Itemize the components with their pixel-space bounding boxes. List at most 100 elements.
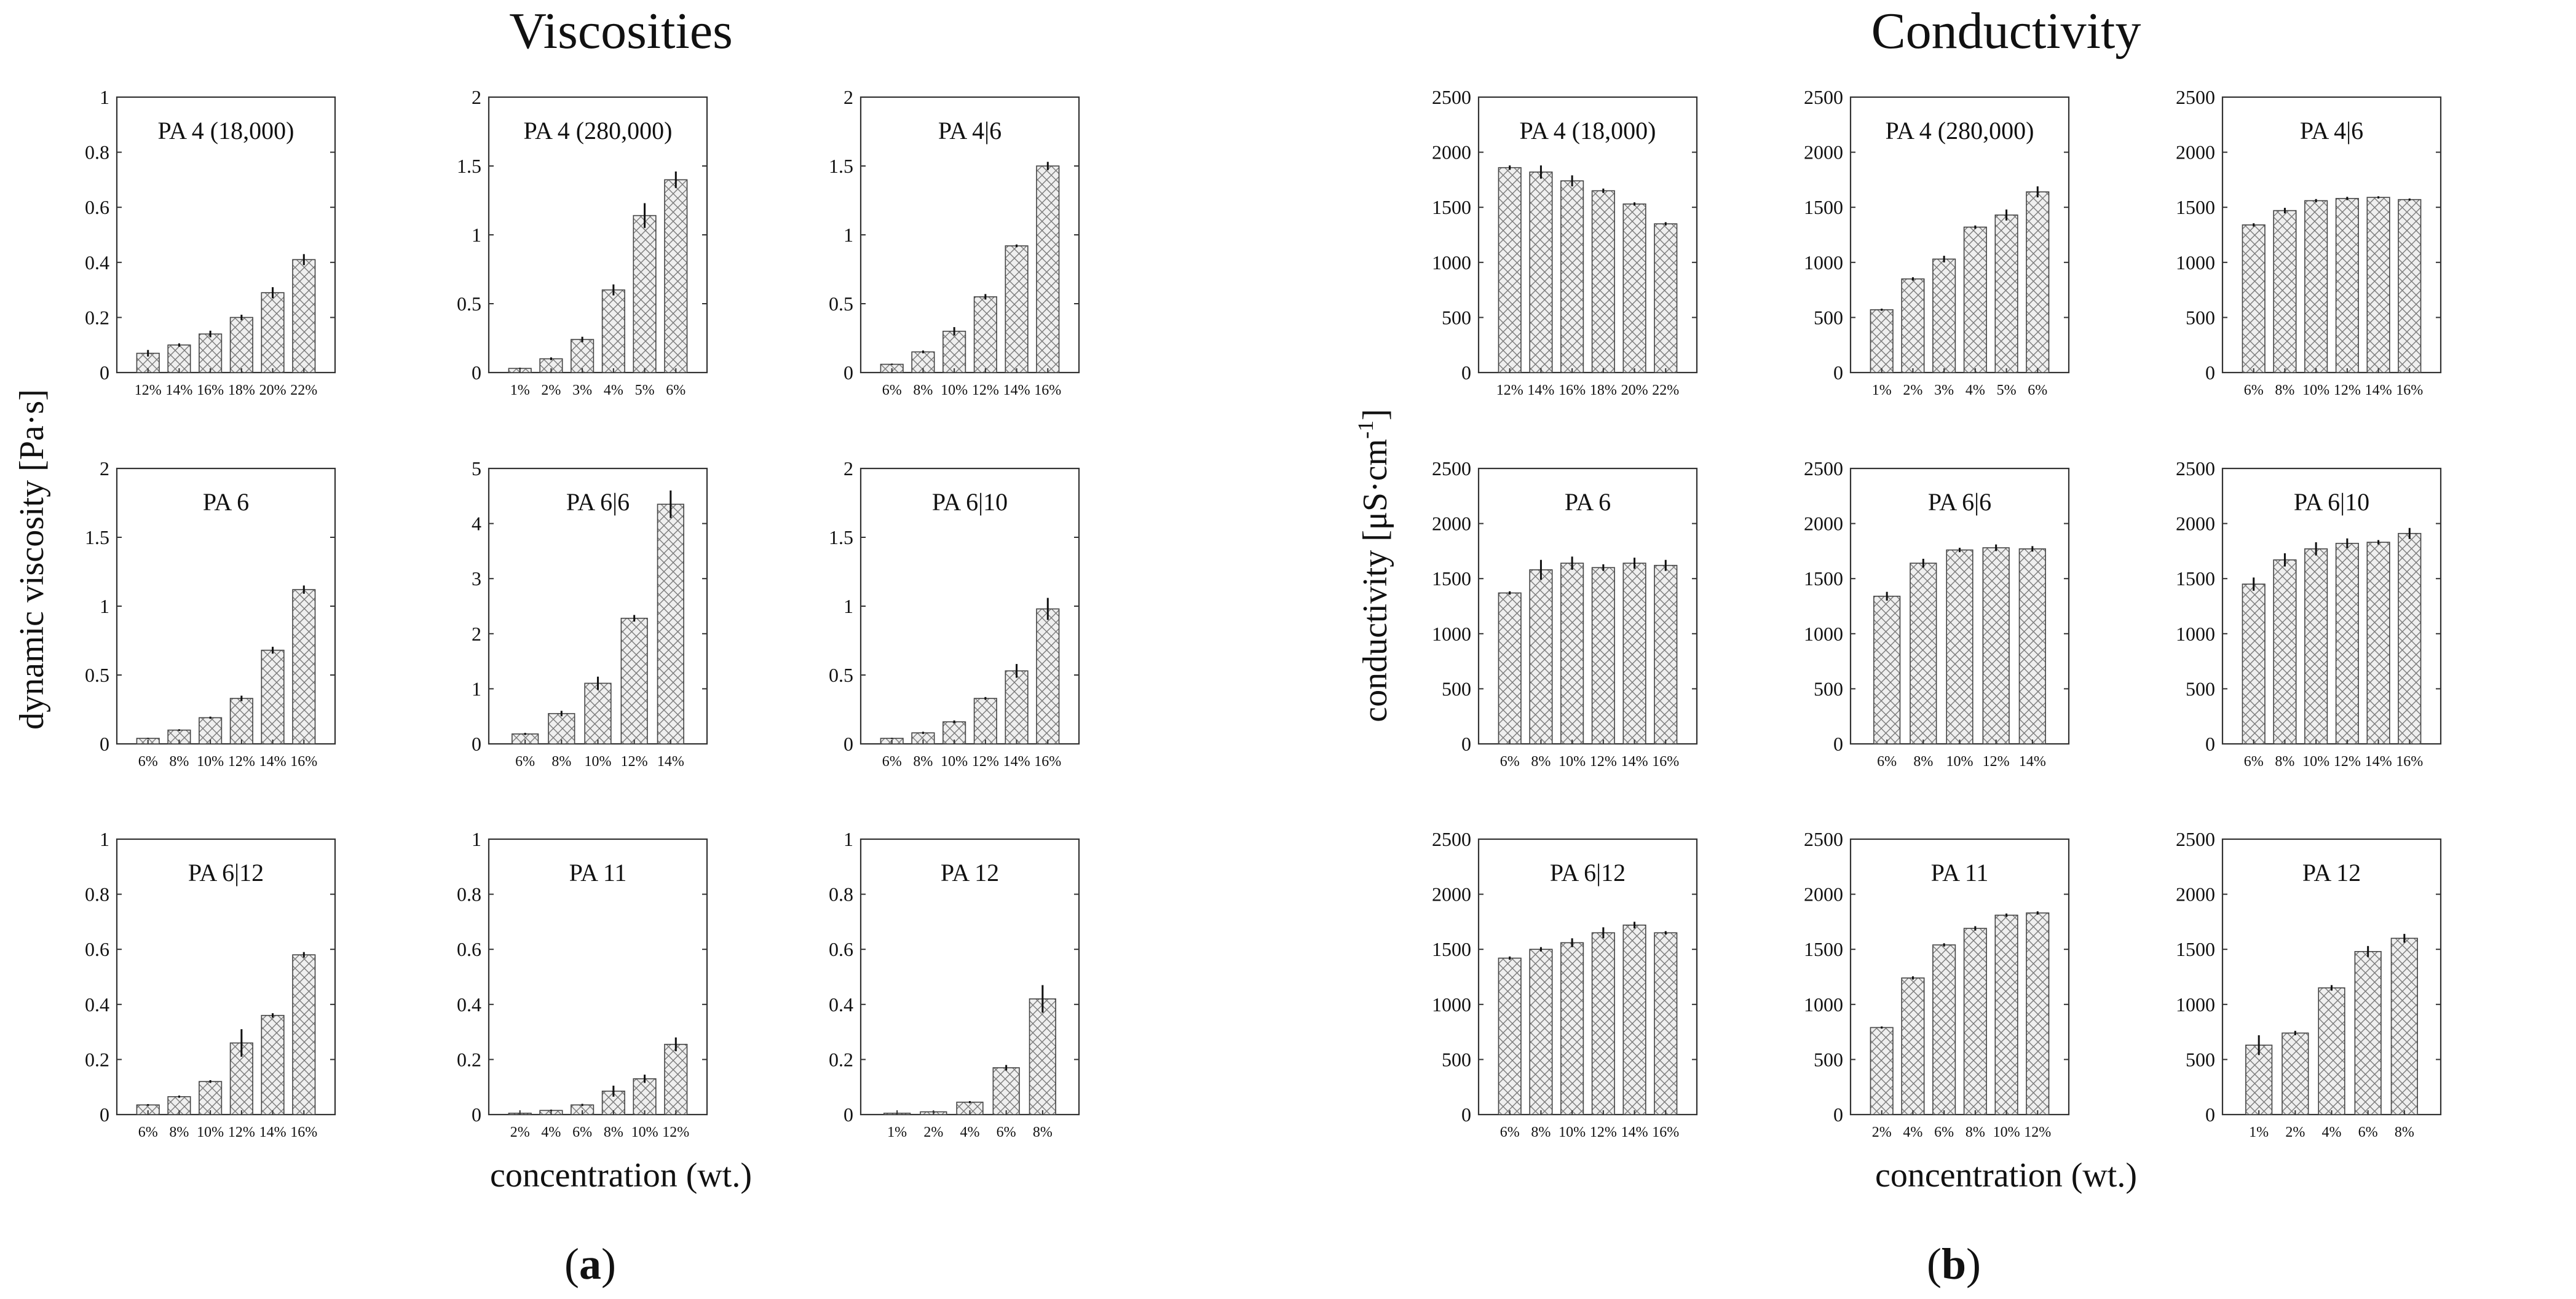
bar bbox=[664, 179, 688, 373]
x-tick-label: 1% bbox=[1872, 382, 1892, 398]
y-tick-label: 0.4 bbox=[85, 993, 109, 1016]
x-tick-label: 10% bbox=[1993, 1124, 2020, 1140]
panel-a-label-open: ( bbox=[564, 1239, 579, 1289]
x-tick-label: 5% bbox=[1997, 382, 2017, 398]
x-tick-label: 14% bbox=[2365, 382, 2392, 398]
y-tick-label: 1500 bbox=[1432, 938, 1471, 960]
subplot-title: PA 6|10 bbox=[932, 488, 1008, 516]
y-tick-label: 0 bbox=[2205, 733, 2215, 755]
y-tick-label: 2 bbox=[472, 86, 481, 108]
bar bbox=[1963, 226, 1987, 373]
y-tick-label: 500 bbox=[1814, 1048, 1843, 1070]
x-tick-label: 2% bbox=[1903, 382, 1922, 398]
bar bbox=[2026, 191, 2050, 373]
x-tick-label: 10% bbox=[197, 754, 224, 770]
bar bbox=[2242, 583, 2266, 744]
bar bbox=[292, 259, 316, 373]
y-tick-label: 2000 bbox=[1432, 513, 1471, 535]
x-tick-label: 4% bbox=[1903, 1124, 1922, 1140]
bar bbox=[1963, 928, 1987, 1115]
x-tick-label: 12% bbox=[1590, 754, 1617, 770]
bar bbox=[1036, 608, 1060, 744]
bar bbox=[1994, 214, 2018, 373]
bar bbox=[1560, 180, 1584, 373]
panel-b-xlabel: concentration (wt.) bbox=[1875, 1156, 2137, 1194]
subplot-title: PA 6 bbox=[1565, 488, 1611, 516]
subplot-title: PA 6|6 bbox=[1928, 488, 1991, 516]
x-tick-label: 2% bbox=[510, 1124, 530, 1140]
x-tick-label: 22% bbox=[1652, 382, 1679, 398]
panel-b-label-letter: b bbox=[1942, 1239, 1966, 1289]
y-tick-label: 2500 bbox=[1804, 457, 1843, 480]
bar bbox=[199, 333, 223, 373]
y-tick-label: 0.2 bbox=[829, 1048, 853, 1070]
x-tick-label: 5% bbox=[635, 382, 655, 398]
subplot-a-6: 0 0.5 1 1.5 2 PA 6|10 6% 8% 10% 12% 14% 16% bbox=[829, 457, 1080, 770]
y-tick-label: 0.2 bbox=[85, 1048, 109, 1070]
y-tick-label: 500 bbox=[2186, 677, 2215, 700]
y-tick-label: 1.5 bbox=[85, 526, 109, 548]
x-tick-label: 4% bbox=[2322, 1124, 2342, 1140]
x-tick-label: 20% bbox=[259, 382, 286, 398]
x-tick-label: 4% bbox=[960, 1124, 980, 1140]
subplot-b-5: 0 500 1000 1500 2000 2500 PA 6|6 6% 8% 10% 12% 14% bbox=[1804, 457, 2070, 770]
y-tick-label: 0.6 bbox=[85, 196, 109, 218]
y-tick-label: 1 bbox=[472, 677, 481, 700]
bar bbox=[261, 292, 285, 373]
y-tick-label: 0 bbox=[2205, 1104, 2215, 1126]
bar bbox=[167, 344, 191, 373]
x-tick-label: 8% bbox=[1531, 1124, 1551, 1140]
y-tick-label: 1 bbox=[472, 828, 481, 850]
x-tick-label: 6% bbox=[1934, 1124, 1954, 1140]
y-tick-label: 2000 bbox=[1804, 513, 1843, 535]
subplot-a-3: 0 0.5 1 1.5 2 PA 4|6 6% 8% 10% 12% 14% 16% bbox=[829, 86, 1080, 398]
y-tick-label: 0 bbox=[100, 733, 109, 755]
y-tick-label: 0 bbox=[100, 361, 109, 384]
y-tick-label: 1000 bbox=[1804, 993, 1843, 1016]
x-tick-label: 10% bbox=[631, 1124, 658, 1140]
bar bbox=[1529, 569, 1553, 744]
y-tick-label: 500 bbox=[1814, 677, 1843, 700]
bar bbox=[2273, 210, 2297, 373]
y-tick-label: 2 bbox=[844, 457, 853, 480]
y-tick-label: 0.2 bbox=[85, 306, 109, 328]
bar bbox=[1529, 949, 1553, 1115]
y-tick-label: 1000 bbox=[1804, 623, 1843, 645]
y-tick-label: 2000 bbox=[1432, 883, 1471, 906]
x-tick-label: 6% bbox=[882, 754, 902, 770]
y-tick-label: 0 bbox=[1461, 1104, 1471, 1126]
x-tick-label: 14% bbox=[165, 382, 192, 398]
y-tick-label: 1.5 bbox=[457, 155, 481, 177]
y-tick-label: 1000 bbox=[1432, 993, 1471, 1016]
bar bbox=[942, 330, 966, 373]
y-tick-label: 0.4 bbox=[85, 251, 109, 274]
subplot-b-8: 0 500 1000 1500 2000 2500 PA 11 2% 4% 6% 8% 10% 12% bbox=[1804, 828, 2070, 1140]
panel-b-ylabel-main: conductivity [μS·cm bbox=[1356, 439, 1394, 722]
bar bbox=[2354, 950, 2382, 1115]
x-tick-label: 6% bbox=[1500, 754, 1520, 770]
y-tick-label: 0 bbox=[472, 361, 481, 384]
x-tick-label: 16% bbox=[1559, 382, 1586, 398]
bar bbox=[2026, 912, 2050, 1115]
y-tick-label: 2500 bbox=[1804, 86, 1843, 108]
bar bbox=[2273, 559, 2297, 744]
panel-a-label-close: ) bbox=[601, 1239, 616, 1289]
x-tick-label: 6% bbox=[515, 754, 535, 770]
x-tick-label: 14% bbox=[1621, 1124, 1648, 1140]
y-tick-label: 1000 bbox=[1804, 251, 1843, 274]
x-tick-label: 2% bbox=[1872, 1124, 1892, 1140]
subplot-title: PA 6 bbox=[203, 488, 249, 516]
subplot-a-4: 0 0.5 1 1.5 2 PA 6 6% 8% 10% 12% 14% 16% bbox=[85, 457, 336, 770]
y-tick-label: 1 bbox=[100, 828, 109, 850]
x-tick-label: 14% bbox=[2365, 754, 2392, 770]
x-tick-label: 10% bbox=[1559, 1124, 1586, 1140]
y-tick-label: 0.8 bbox=[457, 883, 481, 906]
subplot-a-5: 0 1 2 3 4 5 PA 6|6 6% 8% 10% 12% 14% bbox=[472, 457, 708, 770]
panel-b-label-close: ) bbox=[1966, 1239, 1981, 1289]
bar bbox=[261, 1014, 285, 1115]
x-tick-label: 12% bbox=[662, 1124, 689, 1140]
y-tick-label: 1000 bbox=[2176, 993, 2215, 1016]
y-tick-label: 3 bbox=[472, 567, 481, 590]
panel-a-xlabel: concentration (wt.) bbox=[490, 1156, 752, 1194]
x-tick-label: 12% bbox=[2024, 1124, 2051, 1140]
